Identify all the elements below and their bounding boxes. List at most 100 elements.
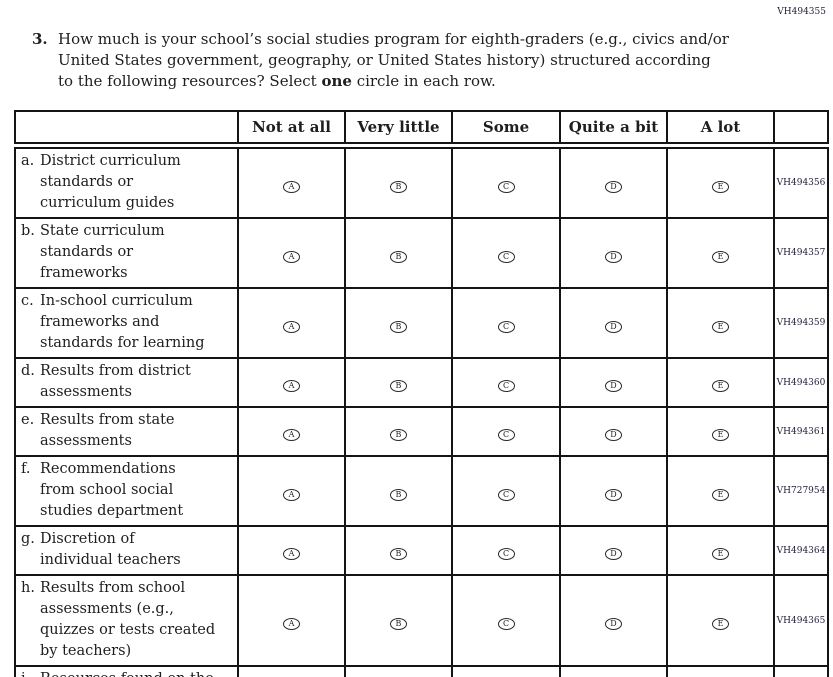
cell-some[interactable]: C	[451, 525, 561, 576]
cell-a-lot[interactable]: E	[666, 144, 775, 219]
response-circle-b[interactable]: B	[390, 488, 407, 501]
cell-a-lot[interactable]: E	[666, 217, 775, 289]
response-circle-a[interactable]: A	[283, 320, 300, 333]
column-header-very-little: Very little	[344, 110, 453, 149]
cell-quite-a-bit[interactable]: D	[559, 574, 668, 667]
response-circle-c[interactable]: C	[497, 250, 515, 263]
cell-very-little[interactable]: B	[344, 357, 453, 408]
cell-very-little[interactable]: B	[344, 455, 453, 527]
response-circle-b[interactable]: B	[390, 320, 407, 333]
cell-not-at-all[interactable]: A	[237, 406, 346, 457]
row-code-label: VH494359	[773, 287, 829, 359]
response-circle-b[interactable]: B	[390, 180, 407, 193]
cell-a-lot[interactable]: E	[666, 287, 775, 359]
row-code-label: VH494361	[773, 406, 829, 457]
response-circle-d[interactable]: D	[605, 548, 622, 560]
response-circle-e[interactable]: E	[712, 548, 729, 560]
response-circle-c[interactable]: C	[497, 380, 515, 392]
row-code-label: VH494364	[773, 525, 829, 576]
cell-quite-a-bit[interactable]: D	[559, 287, 668, 359]
cell-some[interactable]: C	[451, 287, 561, 359]
response-circle-e[interactable]: E	[712, 429, 729, 441]
response-circle-d[interactable]: D	[605, 250, 622, 263]
response-circle-c[interactable]: C	[497, 548, 515, 560]
response-circle-d[interactable]: D	[605, 320, 622, 333]
response-circle-b[interactable]: B	[390, 380, 407, 392]
response-circle-d[interactable]: D	[605, 618, 622, 630]
cell-a-lot[interactable]: E	[666, 665, 775, 677]
row-label: b. State curriculum standards or framewor…	[14, 217, 239, 289]
cell-some[interactable]: C	[451, 217, 561, 289]
cell-quite-a-bit[interactable]: D	[559, 144, 668, 219]
row-label: h. Results from school assessments (e.g.,…	[14, 574, 239, 667]
cell-not-at-all[interactable]: A	[237, 144, 346, 219]
response-circle-c[interactable]: C	[497, 488, 515, 501]
cell-quite-a-bit[interactable]: D	[559, 406, 668, 457]
cell-very-little[interactable]: B	[344, 287, 453, 359]
response-circle-d[interactable]: D	[605, 488, 622, 501]
cell-quite-a-bit[interactable]: D	[559, 665, 668, 677]
cell-not-at-all[interactable]: A	[237, 287, 346, 359]
response-circle-e[interactable]: E	[712, 320, 729, 333]
cell-very-little[interactable]: B	[344, 144, 453, 219]
response-circle-a[interactable]: A	[283, 429, 300, 441]
response-circle-d[interactable]: D	[605, 180, 622, 193]
row-letter: d.	[21, 363, 35, 379]
cell-some[interactable]: C	[451, 455, 561, 527]
response-circle-e[interactable]: E	[712, 488, 729, 501]
cell-a-lot[interactable]: E	[666, 406, 775, 457]
cell-a-lot[interactable]: E	[666, 455, 775, 527]
response-circle-c[interactable]: C	[497, 180, 515, 193]
response-circle-d[interactable]: D	[605, 429, 622, 441]
cell-not-at-all[interactable]: A	[237, 665, 346, 677]
cell-very-little[interactable]: B	[344, 406, 453, 457]
cell-very-little[interactable]: B	[344, 574, 453, 667]
cell-a-lot[interactable]: E	[666, 357, 775, 408]
cell-not-at-all[interactable]: A	[237, 217, 346, 289]
response-circle-a[interactable]: A	[283, 488, 300, 501]
cell-some[interactable]: C	[451, 144, 561, 219]
response-circle-c[interactable]: C	[497, 429, 515, 441]
response-circle-a[interactable]: A	[283, 180, 300, 193]
table-row-f: f. Recommendations from school social stu…	[14, 455, 829, 527]
response-circle-a[interactable]: A	[283, 250, 300, 263]
cell-not-at-all[interactable]: A	[237, 357, 346, 408]
cell-quite-a-bit[interactable]: D	[559, 357, 668, 408]
response-circle-e[interactable]: E	[712, 250, 729, 263]
response-circle-a[interactable]: A	[283, 380, 300, 392]
cell-very-little[interactable]: B	[344, 525, 453, 576]
cell-some[interactable]: C	[451, 574, 561, 667]
response-circle-b[interactable]: B	[390, 618, 407, 630]
response-circle-e[interactable]: E	[712, 180, 729, 193]
response-circle-a[interactable]: A	[283, 548, 300, 560]
cell-very-little[interactable]: B	[344, 217, 453, 289]
row-label-text: Results from school assessments (e.g., q…	[40, 580, 216, 659]
response-circle-e[interactable]: E	[712, 618, 729, 630]
row-letter: g.	[21, 531, 35, 547]
response-circle-c[interactable]: C	[497, 320, 515, 333]
row-label: e. Results from state assessments	[14, 406, 239, 457]
cell-quite-a-bit[interactable]: D	[559, 525, 668, 576]
row-label: i.Resources found on the Internet	[14, 665, 239, 677]
cell-not-at-all[interactable]: A	[237, 525, 346, 576]
response-circle-b[interactable]: B	[390, 429, 407, 441]
cell-quite-a-bit[interactable]: D	[559, 455, 668, 527]
cell-quite-a-bit[interactable]: D	[559, 217, 668, 289]
cell-some[interactable]: C	[451, 665, 561, 677]
response-circle-b[interactable]: B	[390, 250, 407, 263]
cell-not-at-all[interactable]: A	[237, 455, 346, 527]
response-circle-d[interactable]: D	[605, 380, 622, 392]
response-circle-c[interactable]: C	[497, 618, 515, 630]
cell-a-lot[interactable]: E	[666, 525, 775, 576]
cell-a-lot[interactable]: E	[666, 574, 775, 667]
row-code-label: VH494366	[773, 665, 829, 677]
cell-very-little[interactable]: B	[344, 665, 453, 677]
cell-some[interactable]: C	[451, 357, 561, 408]
cell-some[interactable]: C	[451, 406, 561, 457]
question-bold-word: one	[321, 72, 352, 90]
response-circle-e[interactable]: E	[712, 380, 729, 392]
response-circle-b[interactable]: B	[390, 548, 407, 560]
response-circle-a[interactable]: A	[283, 618, 300, 630]
cell-not-at-all[interactable]: A	[237, 574, 346, 667]
row-label: c. In-school curriculum frameworks and st…	[14, 287, 239, 359]
